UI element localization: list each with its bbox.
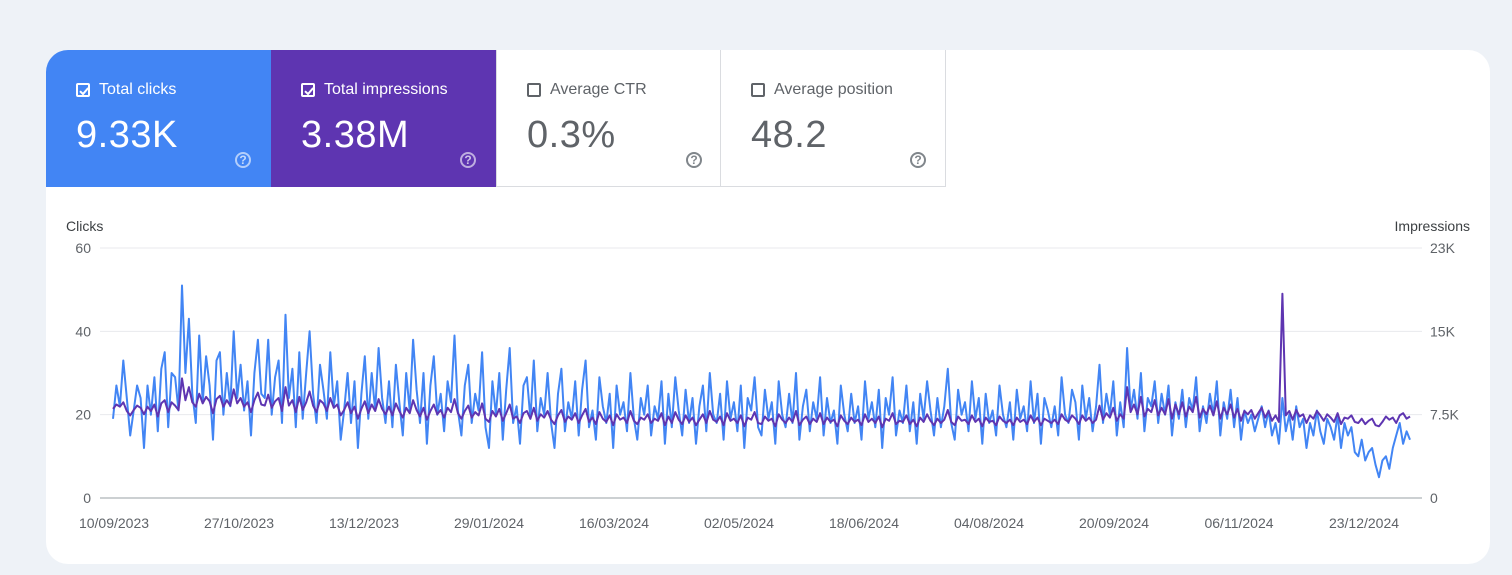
x-tick-label: 10/09/2023 [79, 515, 149, 531]
performance-card: Total clicks 9.33K ? Total impressions 3… [46, 50, 1490, 564]
x-tick-label: 29/01/2024 [454, 515, 524, 531]
checkbox-checked-icon[interactable] [301, 83, 315, 97]
right-tick-label: 15K [1430, 323, 1456, 339]
left-tick-label: 40 [75, 323, 91, 339]
metric-value: 48.2 [751, 114, 827, 156]
clicks-series-line [112, 284, 1411, 479]
right-tick-label: 0 [1430, 490, 1438, 506]
metric-label: Average CTR [550, 81, 647, 98]
metric-tiles: Total clicks 9.33K ? Total impressions 3… [46, 50, 946, 187]
left-tick-label: 60 [75, 240, 91, 256]
left-axis-title: Clicks [66, 218, 103, 234]
metric-value: 0.3% [527, 114, 616, 156]
metric-value: 3.38M [301, 114, 410, 156]
x-tick-label: 20/09/2024 [1079, 515, 1149, 531]
metric-label: Total clicks [99, 81, 177, 98]
metric-label: Total impressions [324, 81, 448, 98]
metric-average-position[interactable]: Average position 48.2 ? [721, 50, 946, 187]
metric-header: Average position [751, 81, 893, 99]
help-icon[interactable]: ? [235, 152, 251, 168]
metric-label: Average position [774, 81, 893, 98]
x-tick-label: 18/06/2024 [829, 515, 899, 531]
checkbox-unchecked-icon[interactable] [751, 83, 765, 97]
metric-header: Total clicks [76, 81, 176, 99]
help-icon[interactable]: ? [910, 152, 926, 168]
x-tick-label: 06/11/2024 [1204, 515, 1273, 531]
x-tick-label: 16/03/2024 [579, 515, 649, 531]
left-tick-label: 20 [75, 407, 91, 423]
metric-average-ctr[interactable]: Average CTR 0.3% ? [496, 50, 721, 187]
x-tick-label: 02/05/2024 [704, 515, 774, 531]
metric-total-clicks[interactable]: Total clicks 9.33K ? [46, 50, 271, 187]
impressions-series-line [112, 292, 1411, 429]
x-tick-label: 27/10/2023 [204, 515, 274, 531]
help-icon[interactable]: ? [686, 152, 702, 168]
right-tick-label: 23K [1430, 240, 1456, 256]
x-tick-label: 13/12/2023 [329, 515, 399, 531]
x-tick-label: 23/12/2024 [1329, 515, 1399, 531]
metric-total-impressions[interactable]: Total impressions 3.38M ? [271, 50, 496, 187]
metric-header: Total impressions [301, 81, 448, 99]
performance-chart[interactable]: Clicks Impressions 0 0 20 7.5K 40 15K 60 23K 10/… [46, 50, 1490, 564]
metric-value: 9.33K [76, 114, 178, 156]
checkbox-unchecked-icon[interactable] [527, 83, 541, 97]
help-icon[interactable]: ? [460, 152, 476, 168]
x-tick-label: 04/08/2024 [954, 515, 1024, 531]
right-axis-title: Impressions [1395, 218, 1470, 234]
right-tick-label: 7.5K [1430, 407, 1459, 423]
metric-header: Average CTR [527, 81, 647, 99]
left-tick-label: 0 [83, 490, 91, 506]
checkbox-checked-icon[interactable] [76, 83, 90, 97]
